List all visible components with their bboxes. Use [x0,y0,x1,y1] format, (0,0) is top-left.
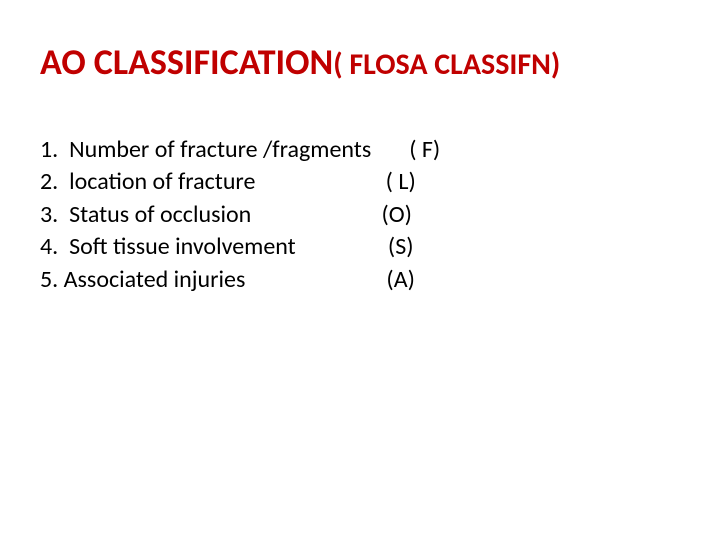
list-code: (A) [245,264,415,296]
list-text: Soft tissue involvement [58,231,295,263]
list-item: 2. location of fracture ( L) [40,166,680,198]
list-number: 2. [40,166,58,198]
title-sub-text: ( FLOSA CLASSIFN) [333,46,560,83]
list-number: 4. [40,231,58,263]
list-item: 4. Soft tissue involvement (S) [40,231,680,263]
list-item: 1. Number of fracture /fragments ( F) [40,134,680,166]
classification-list: 1. Number of fracture /fragments ( F) 2.… [40,134,680,296]
list-number: 3. [40,199,58,231]
list-number: 5. [40,264,58,296]
slide-title: AO CLASSIFICATION( FLOSA CLASSIFN) [40,40,680,84]
list-code: ( L) [255,166,415,198]
list-text: Status of occlusion [58,199,251,231]
list-code: (O) [251,199,412,231]
list-text: location of fracture [58,166,255,198]
list-code: ( F) [371,134,440,166]
list-text: Number of fracture /fragments [58,134,371,166]
list-item: 5. Associated injuries (A) [40,264,680,296]
list-item: 3. Status of occlusion (O) [40,199,680,231]
title-main-text: AO CLASSIFICATION [40,40,333,84]
list-code: (S) [296,231,414,263]
list-number: 1. [40,134,58,166]
list-text: Associated injuries [58,264,245,296]
